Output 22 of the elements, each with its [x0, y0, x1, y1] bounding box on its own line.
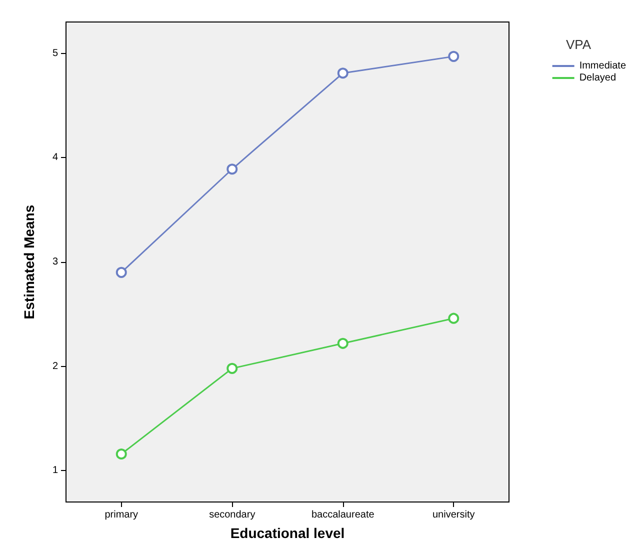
point — [448, 312, 460, 324]
y-tick-label: 3 — [52, 256, 58, 268]
point — [448, 50, 460, 62]
x-tick-label: secondary — [209, 510, 256, 520]
y-tick-label: 5 — [52, 48, 58, 59]
x-axis-title: Educational level — [230, 525, 345, 541]
x-tick-label: university — [432, 510, 475, 520]
point — [116, 448, 127, 460]
y-tick-label: 4 — [52, 152, 58, 164]
legend-title: VPA — [566, 37, 592, 52]
point — [226, 362, 238, 374]
x-tick-label: baccalaureate — [311, 510, 375, 520]
point — [226, 164, 238, 175]
point — [116, 266, 127, 278]
y-tick-label: 2 — [52, 360, 58, 372]
point — [337, 68, 348, 79]
x-tick-label: primary — [104, 510, 138, 520]
y-tick-label: 1 — [52, 465, 58, 476]
point — [337, 338, 348, 349]
y-axis-title: Estimated Means — [21, 204, 37, 320]
legend-label: Immediate — [579, 60, 626, 72]
legend-label: Delayed — [579, 72, 616, 84]
